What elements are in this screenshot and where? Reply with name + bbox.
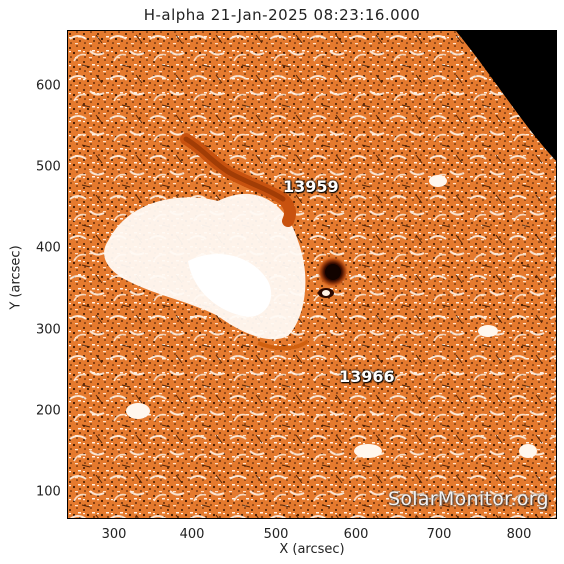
x-tick-label: 300 [101, 527, 127, 542]
active-region-label: 13959 [283, 177, 339, 196]
active-region-label: 13966 [339, 367, 395, 386]
y-axis-label: Y (arcsec) [8, 245, 24, 310]
x-tick-label: 700 [426, 527, 452, 542]
x-axis-label: X (arcsec) [279, 542, 345, 557]
y-tick-label: 200 [36, 403, 61, 419]
off-limb-region [456, 31, 556, 161]
y-tick-label: 400 [36, 240, 61, 256]
y-tick-label: 600 [36, 78, 61, 94]
y-tick-label: 300 [36, 322, 61, 338]
image-title: H-alpha 21-Jan-2025 08:23:16.000 [143, 6, 421, 24]
watermark: SolarMonitor.org [388, 488, 549, 510]
y-tick-label: 500 [36, 159, 61, 175]
x-tick-label: 800 [506, 527, 532, 542]
x-tick-label: 500 [263, 527, 289, 542]
x-tick-label: 400 [179, 527, 205, 542]
halpha-solar-image [67, 30, 557, 519]
y-tick-label: 100 [36, 484, 61, 500]
x-tick-label: 600 [343, 527, 369, 542]
